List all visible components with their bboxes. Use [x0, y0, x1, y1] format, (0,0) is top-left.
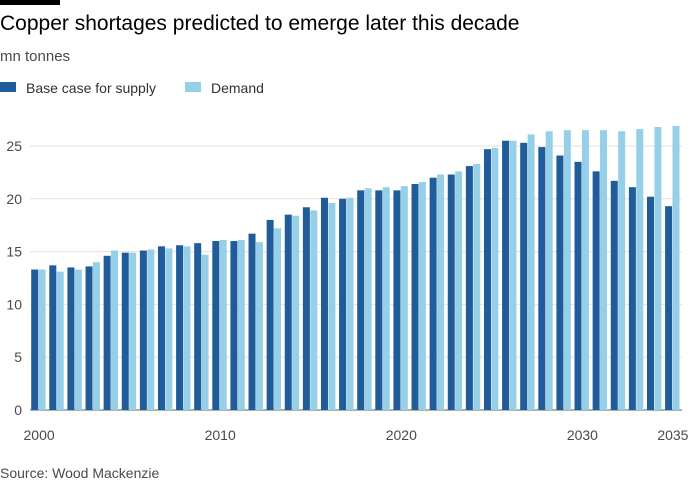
bar-supply	[520, 142, 528, 410]
x-tick-label: 2035	[657, 427, 688, 443]
bar-supply	[447, 174, 455, 410]
bar-supply	[646, 196, 654, 410]
bar-demand	[111, 250, 119, 410]
legend-item-supply: Base case for supply	[0, 80, 156, 96]
bar-demand	[473, 163, 481, 410]
chart-title: Copper shortages predicted to emerge lat…	[0, 12, 520, 35]
source-note: Source: Wood Mackenzie	[0, 465, 160, 481]
bar-supply	[266, 219, 274, 410]
y-tick-label: 5	[14, 349, 22, 365]
bar-demand	[292, 215, 300, 410]
bar-supply	[212, 241, 220, 410]
bar-supply	[157, 246, 165, 410]
x-tick-label: 2020	[386, 427, 417, 443]
bar-demand	[600, 130, 608, 410]
bar-supply	[103, 255, 111, 410]
bar-demand	[382, 187, 390, 410]
bar-supply	[538, 147, 546, 410]
bar-supply	[284, 214, 292, 410]
bar-supply	[483, 149, 491, 411]
y-tick-label: 0	[14, 402, 22, 418]
bar-demand	[364, 188, 372, 410]
bar-supply	[302, 207, 310, 410]
bar-supply	[592, 171, 600, 410]
bar-supply	[502, 140, 510, 410]
bar-demand	[219, 239, 227, 410]
legend-swatch-demand	[185, 82, 201, 92]
bar-demand	[491, 148, 499, 411]
bar-demand	[346, 197, 354, 410]
bar-supply	[375, 190, 383, 410]
bar-demand	[129, 252, 137, 410]
bar-demand	[672, 125, 680, 410]
bar-demand	[527, 134, 535, 410]
bar-demand	[56, 271, 64, 410]
bar-demand	[201, 254, 209, 410]
bar-supply	[393, 190, 401, 410]
bar-demand	[274, 228, 282, 410]
y-tick-label: 10	[6, 296, 22, 312]
bar-supply	[121, 252, 129, 410]
x-tick-label: 2000	[24, 427, 55, 443]
bar-supply	[556, 155, 564, 410]
bar-supply	[628, 187, 636, 410]
bar-supply	[176, 245, 184, 410]
bar-supply	[429, 177, 437, 410]
top-accent-rule	[0, 0, 60, 5]
legend-label-demand: Demand	[211, 80, 264, 96]
x-tick-label: 2010	[205, 427, 236, 443]
bar-supply	[248, 233, 256, 410]
bar-demand	[563, 130, 571, 410]
bar-demand	[183, 246, 191, 410]
bar-demand	[437, 174, 445, 410]
y-tick-label: 15	[6, 244, 22, 260]
bar-supply	[49, 265, 57, 410]
y-tick-label: 20	[6, 191, 22, 207]
bar-supply	[574, 161, 582, 410]
bar-supply	[339, 198, 347, 410]
legend-label-supply: Base case for supply	[26, 80, 156, 96]
bar-demand	[147, 249, 155, 410]
bar-supply	[85, 266, 93, 410]
bar-demand	[418, 181, 426, 410]
bar-demand	[74, 269, 82, 410]
bar-demand	[310, 210, 318, 410]
chart-subtitle: mn tonnes	[0, 48, 71, 65]
bar-demand	[581, 130, 589, 410]
bar-demand	[165, 248, 173, 410]
bar-demand	[38, 269, 46, 410]
bar-demand	[400, 186, 408, 410]
bar-chart: 0 5 10 15 20 25 2000 2010 2020 2030 2035	[6, 125, 689, 443]
bar-demand	[328, 203, 336, 410]
bar-supply	[31, 269, 39, 410]
bar-demand	[455, 171, 463, 410]
bar-demand	[636, 129, 644, 410]
bar-supply	[67, 267, 75, 410]
bar-supply	[194, 243, 202, 410]
bar-demand	[509, 140, 517, 410]
bar-demand	[255, 242, 263, 410]
bar-supply	[465, 166, 473, 410]
bar-supply	[610, 180, 618, 410]
bar-demand	[92, 262, 100, 410]
x-tick-label: 2030	[567, 427, 598, 443]
bar-supply	[411, 184, 419, 410]
bar-demand	[618, 131, 626, 410]
bar-supply	[320, 197, 328, 410]
bar-demand	[545, 131, 553, 410]
legend-item-demand: Demand	[185, 80, 264, 96]
y-tick-label: 25	[6, 138, 22, 154]
bar-supply	[665, 206, 673, 410]
legend-swatch-supply	[0, 82, 16, 92]
bar-supply	[357, 190, 365, 410]
bar-demand	[237, 239, 245, 410]
bar-supply	[139, 250, 147, 410]
bar-demand	[654, 126, 662, 411]
bar-supply	[230, 241, 238, 410]
